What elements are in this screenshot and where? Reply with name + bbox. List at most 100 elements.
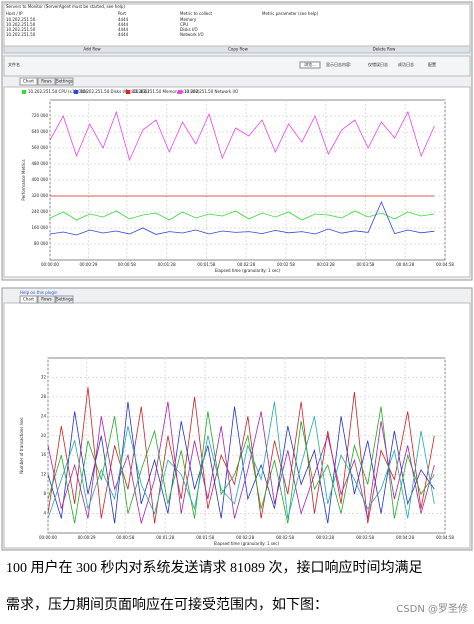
button[interactable]: Delete Row <box>373 47 396 52</box>
table-title: Servers to Monitor (ServerAgent must be … <box>6 4 125 9</box>
table-cell: 4444 <box>118 22 129 27</box>
x-tick-label: 00:04:28 <box>396 262 414 267</box>
y-tick-label: 480 000 <box>31 161 48 166</box>
log-option[interactable]: 仅错误日志 <box>368 61 388 67</box>
file-label: 文件名 <box>8 61 20 67</box>
series-line <box>47 406 435 524</box>
legend-label: 10.202.251.50 Network I/O <box>184 89 238 94</box>
browse-label[interactable]: 浏览... <box>304 61 316 67</box>
series-line <box>47 401 435 524</box>
x-tick-label: 00:04:58 <box>436 262 454 267</box>
x-tick-label: 00:00:00 <box>41 262 59 267</box>
y-tick-label: 8 <box>43 491 46 496</box>
browse-button[interactable] <box>299 61 321 69</box>
y-tick-label: 16 <box>41 452 47 457</box>
tab-label[interactable]: Chart <box>23 79 34 84</box>
x-tick-label: 00:03:28 <box>317 262 335 267</box>
tab[interactable] <box>37 295 56 304</box>
x-tick-label: 00:04:28 <box>396 535 414 540</box>
legend-label: 10.202.251.50 Memory (x10 000) <box>132 89 200 94</box>
series-line <box>49 110 435 162</box>
table-cell: 4444 <box>118 27 129 32</box>
y-tick-label: 12 <box>41 472 47 477</box>
series-line <box>47 401 435 524</box>
x-tick-label: 00:01:58 <box>197 262 215 267</box>
tab[interactable] <box>55 295 74 304</box>
series-line <box>49 200 435 236</box>
y-axis-title: Number of transactions /sec <box>19 417 24 474</box>
table-cell: 10.202.251.50 <box>6 17 36 22</box>
table-cell: 4444 <box>118 32 129 37</box>
series-line <box>47 401 435 519</box>
log-option[interactable]: 成功日志 <box>398 61 414 67</box>
x-tick-label: 00:00:29 <box>78 535 96 540</box>
x-tick-label: 00:00:29 <box>79 262 97 267</box>
x-tick-label: 00:04:58 <box>436 535 454 540</box>
y-axis-title: Performance Metrics <box>21 159 26 200</box>
x-tick-label: 00:00:58 <box>116 535 134 540</box>
x-tick-label: 00:03:58 <box>356 535 374 540</box>
x-tick-label: 00:02:28 <box>236 535 254 540</box>
log-option[interactable]: 配置 <box>428 61 436 67</box>
table-cell: Memory <box>180 17 197 22</box>
help-link[interactable]: Help on this plugin <box>20 290 58 295</box>
legend-swatch <box>178 90 182 94</box>
button[interactable]: Add Row <box>83 47 101 52</box>
column-header: Metric to collect <box>180 11 213 16</box>
button[interactable]: Copy Row <box>228 47 248 52</box>
x-axis-title: Elapsed time (granularity: 1 sec) <box>215 268 281 273</box>
x-tick-label: 00:02:58 <box>276 535 294 540</box>
legend-swatch <box>22 90 26 94</box>
x-tick-label: 00:01:28 <box>158 262 176 267</box>
legend-label: 10.202.251.50 CPU (x10 000) <box>28 89 88 94</box>
button-bar <box>3 45 471 54</box>
y-tick-label: 4 <box>43 511 46 516</box>
x-tick-label: 00:00:58 <box>118 262 136 267</box>
log-label: 显示日志内容: <box>326 61 351 67</box>
x-axis-title: Elapsed time (granularity: 1 sec) <box>214 541 280 546</box>
table-cell: 4444 <box>118 17 129 22</box>
paragraph-line: 100 用户在 300 秒内对系统发送请求 81089 次，接口响应时间均满足 <box>6 559 423 576</box>
y-tick-label: 160 000 <box>31 225 48 230</box>
y-tick-label: 20 <box>41 433 47 438</box>
x-tick-label: 00:02:28 <box>237 262 255 267</box>
file-panel <box>3 55 471 77</box>
paragraph-line: 需求，压力期间页面响应在可接受范围内，如下图： <box>6 596 328 613</box>
column-header: Metric parameter (see help) <box>262 11 319 16</box>
tab-label[interactable]: Rows <box>41 297 51 302</box>
plot-area <box>47 357 446 534</box>
x-tick-label: 00:01:28 <box>156 535 174 540</box>
table-cell: 10.202.251.50 <box>6 32 36 37</box>
y-tick-label: 400 000 <box>31 177 48 182</box>
y-tick-label: 320 000 <box>31 193 48 198</box>
tab[interactable] <box>55 77 74 86</box>
x-tick-label: 00:02:58 <box>277 262 295 267</box>
y-tick-label: 80 000 <box>34 241 48 246</box>
legend-label: 10.202.251.50 Disks I/O (x10 000) <box>80 89 149 94</box>
legend-swatch <box>126 90 130 94</box>
tab[interactable] <box>19 77 38 86</box>
table-cell: Network I/O <box>180 32 204 37</box>
y-tick-label: 32 <box>41 374 47 379</box>
x-tick-label: 00:03:58 <box>356 262 374 267</box>
legend-swatch <box>74 90 78 94</box>
y-tick-label: 640 000 <box>31 129 48 134</box>
tab-label[interactable]: Rows <box>41 79 51 84</box>
table-cell: CPU <box>180 22 188 27</box>
tab[interactable] <box>37 77 56 86</box>
table-cell: 10.202.251.50 <box>6 22 36 27</box>
column-header: Port <box>118 11 126 16</box>
tab-label[interactable]: Settings <box>56 79 72 84</box>
monitor-table <box>3 3 471 47</box>
x-tick-label: 00:01:58 <box>196 535 214 540</box>
table-cell: Disks I/O <box>180 27 198 32</box>
x-tick-label: 00:00:00 <box>39 535 57 540</box>
tab-label[interactable]: Settings <box>56 297 72 302</box>
series-line <box>49 210 435 221</box>
tab[interactable] <box>19 295 38 304</box>
y-tick-label: 560 000 <box>31 145 48 150</box>
tab-label[interactable]: Chart <box>23 297 34 302</box>
column-header: Host / IP <box>6 11 23 16</box>
x-tick-label: 00:03:28 <box>316 535 334 540</box>
